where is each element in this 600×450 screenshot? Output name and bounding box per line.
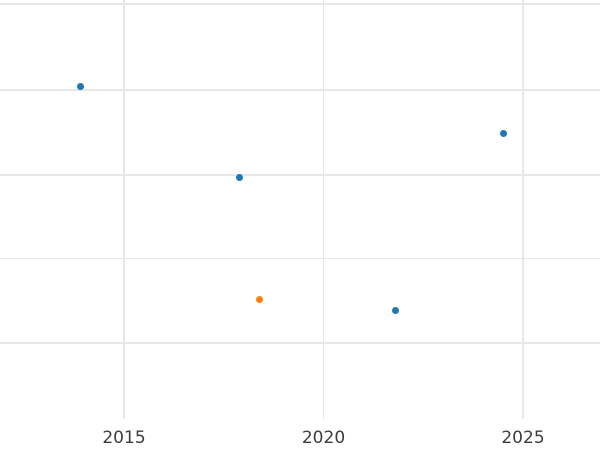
x-tick-label: 2025 — [501, 428, 545, 448]
horizontal-gridline — [0, 89, 600, 91]
data-point-blue — [391, 306, 399, 314]
horizontal-gridline — [0, 342, 600, 344]
horizontal-gridline — [0, 257, 600, 260]
x-tick-label: 2015 — [102, 428, 146, 448]
x-tick-label: 2020 — [301, 428, 346, 448]
vertical-gridline — [522, 0, 524, 419]
data-point-blue — [499, 129, 507, 137]
data-point-blue — [76, 82, 84, 90]
vertical-gridline — [322, 0, 325, 419]
horizontal-gridline — [0, 174, 600, 176]
data-point-orange — [256, 295, 264, 303]
vertical-gridline — [123, 0, 125, 419]
horizontal-gridline — [0, 3, 600, 5]
data-point-blue — [236, 173, 244, 181]
